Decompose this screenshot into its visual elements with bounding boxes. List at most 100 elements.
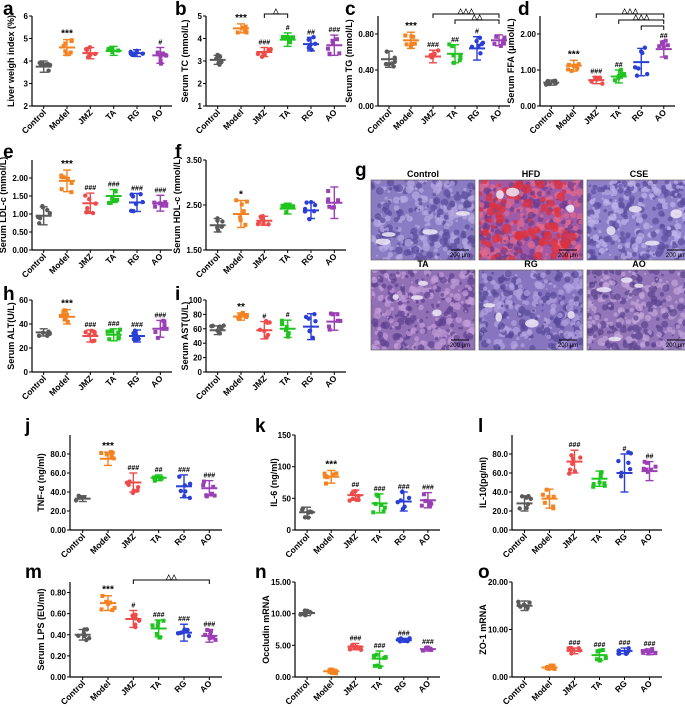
tissue-texture <box>435 317 439 322</box>
tissue-texture <box>644 314 652 322</box>
data-point <box>242 29 247 34</box>
tissue-texture <box>546 299 551 305</box>
tissue-texture <box>611 271 615 275</box>
tissue-texture <box>371 181 375 189</box>
tissue-texture <box>545 292 551 298</box>
tissue-texture <box>523 289 530 297</box>
data-point <box>201 483 206 488</box>
tissue-texture <box>652 217 660 225</box>
tissue-texture <box>549 291 557 299</box>
significance-label: ## <box>615 62 623 69</box>
tissue-texture <box>528 338 532 341</box>
data-point <box>551 663 556 668</box>
x-tick-label: JMZ <box>76 107 95 126</box>
data-point <box>105 329 110 334</box>
data-point <box>244 312 249 317</box>
data-point <box>336 198 341 203</box>
y-tick-label: 80 <box>193 310 202 319</box>
data-point <box>238 215 243 220</box>
data-point <box>382 505 387 510</box>
vessel-lumen <box>410 295 424 300</box>
data-point <box>153 204 158 209</box>
tissue-texture <box>426 222 431 226</box>
lipid-staining <box>562 253 569 260</box>
bracket-label: △△△ <box>457 8 475 15</box>
data-point <box>612 78 617 83</box>
tissue-texture <box>514 273 518 277</box>
tissue-texture <box>631 339 634 342</box>
bracket-label: △ <box>272 8 279 15</box>
tissue-texture <box>387 284 393 291</box>
tissue-texture <box>468 287 473 292</box>
tissue-texture <box>675 324 680 329</box>
tissue-texture <box>534 316 538 321</box>
tissue-texture <box>425 180 428 183</box>
tissue-texture <box>442 231 450 240</box>
tissue-texture <box>653 188 662 196</box>
y-axis-label: Occludin mRNA <box>261 595 271 664</box>
tissue-texture <box>419 188 424 193</box>
tissue-texture <box>577 197 583 204</box>
x-tick-label: TA <box>103 251 118 266</box>
tissue-texture <box>404 238 413 247</box>
data-point <box>110 50 115 55</box>
tissue-texture <box>429 270 432 272</box>
tissue-texture <box>482 290 489 297</box>
x-tick-label: Model <box>311 531 335 555</box>
lipid-staining <box>531 234 537 240</box>
tissue-texture <box>446 328 451 333</box>
tissue-texture <box>601 304 609 311</box>
x-tick-label: RG <box>172 531 188 547</box>
tissue-texture <box>460 232 467 239</box>
vessel-lumen <box>621 277 633 283</box>
vessel-lumen <box>565 205 574 211</box>
y-tick-label: 0.40 <box>50 631 66 640</box>
tissue-texture <box>490 279 496 285</box>
tissue-texture <box>546 190 551 195</box>
data-point <box>578 455 583 460</box>
tissue-texture <box>435 181 443 188</box>
data-point <box>163 200 168 205</box>
y-tick-label: 60.0 <box>492 469 508 478</box>
y-tick-label: 20.00 <box>488 578 509 587</box>
tissue-texture <box>460 326 464 330</box>
comparison-bracket <box>454 19 500 24</box>
tissue-texture <box>610 342 619 350</box>
tissue-texture <box>524 219 529 224</box>
data-point <box>63 41 68 46</box>
significance-label: ### <box>569 442 581 449</box>
tissue-texture <box>666 280 669 283</box>
tissue-texture <box>529 248 535 255</box>
lipid-staining <box>567 232 577 242</box>
tissue-texture <box>652 270 660 276</box>
tissue-texture <box>659 223 665 228</box>
tissue-texture <box>573 308 579 314</box>
lipid-staining <box>545 240 551 246</box>
tissue-texture <box>577 229 583 235</box>
tissue-texture <box>635 236 643 244</box>
y-tick-label: 80.0 <box>492 450 508 459</box>
tissue-texture <box>404 343 408 347</box>
tissue-texture <box>660 305 663 308</box>
tissue-texture <box>587 240 591 245</box>
tissue-texture <box>442 246 448 252</box>
data-point <box>618 474 624 479</box>
tissue-texture <box>610 280 616 286</box>
data-point <box>243 222 248 227</box>
tissue-texture <box>413 345 417 349</box>
tissue-texture <box>429 241 435 247</box>
tissue-texture <box>640 187 645 192</box>
data-point <box>155 50 160 55</box>
tissue-texture <box>609 321 614 327</box>
x-tick-label: TA <box>369 678 384 693</box>
tissue-texture <box>598 230 602 234</box>
tissue-texture <box>621 271 626 277</box>
x-tick-label: Control <box>20 373 48 401</box>
x-tick-label: RG <box>125 373 141 389</box>
tissue-texture <box>386 180 395 187</box>
y-axis-label: Serum LDL-c (mmol/L) <box>0 157 8 254</box>
data-point <box>412 41 417 46</box>
tissue-texture <box>469 323 475 332</box>
